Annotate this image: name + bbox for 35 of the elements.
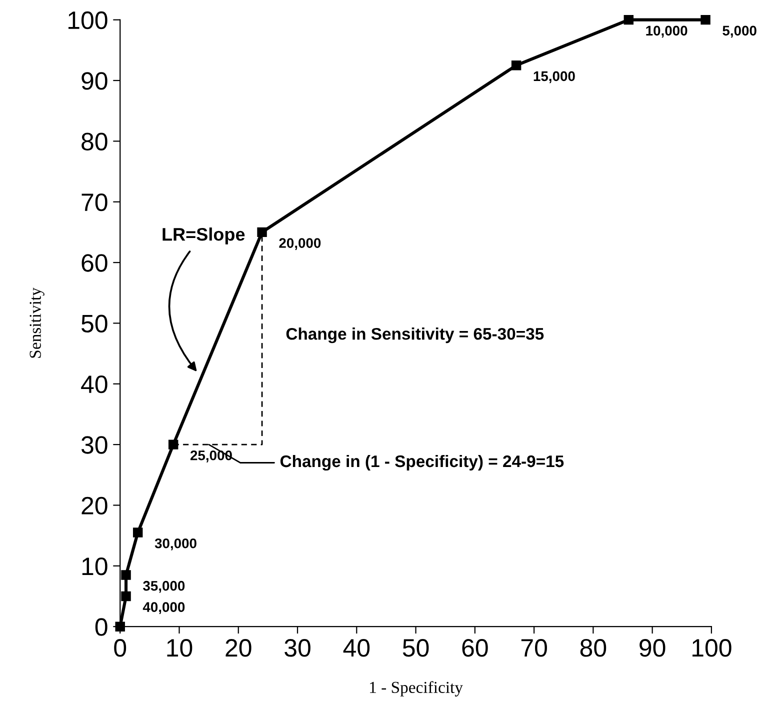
x-axis-title: 1 - Specificity: [370, 681, 463, 696]
y-tick-label: 30: [81, 436, 108, 454]
annotation: Change in (1 - Specificity) = 24-9=15: [280, 454, 564, 471]
annotation: 30,000: [154, 538, 196, 550]
x-tick-label: 10: [167, 639, 192, 657]
y-tick-label: 20: [82, 496, 108, 515]
annotation: 40,000: [142, 602, 185, 614]
annotation: 10,000: [646, 26, 688, 38]
y-tick-label: 80: [82, 132, 108, 150]
y-axis-title: Sensitivity: [30, 288, 44, 358]
y-tick-label: 90: [82, 72, 108, 90]
y-tick-label: 40: [81, 375, 108, 394]
x-tick-label: 30: [284, 639, 310, 657]
annotation: Change in Sensitivity = 65-30=35: [286, 328, 544, 344]
annotation: 5,000: [722, 26, 756, 38]
y-tick-label: 0: [95, 618, 108, 636]
x-tick-label: 40: [343, 639, 370, 657]
x-tick-label: 70: [521, 639, 547, 657]
x-tick-label: 80: [580, 639, 606, 657]
y-tick-label: 50: [81, 314, 108, 333]
annotation: 35,000: [143, 580, 185, 593]
x-tick-label: 60: [462, 639, 488, 657]
x-tick-label: 90: [640, 639, 666, 657]
annotation: 15,000: [534, 71, 575, 84]
annotation: 20,000: [279, 238, 321, 250]
y-tick-label: 10: [82, 558, 108, 576]
y-tick-label: 100: [68, 11, 108, 30]
x-tick-label: 0: [114, 639, 126, 657]
y-tick-label: 70: [82, 193, 108, 212]
annotation: 25,000: [190, 450, 232, 462]
x-tick-label: 50: [402, 639, 429, 657]
x-tick-label: 20: [226, 639, 252, 657]
x-tick-label: 100: [692, 639, 732, 657]
annotation: LR=Slope: [162, 227, 245, 244]
y-tick-label: 60: [82, 254, 108, 272]
